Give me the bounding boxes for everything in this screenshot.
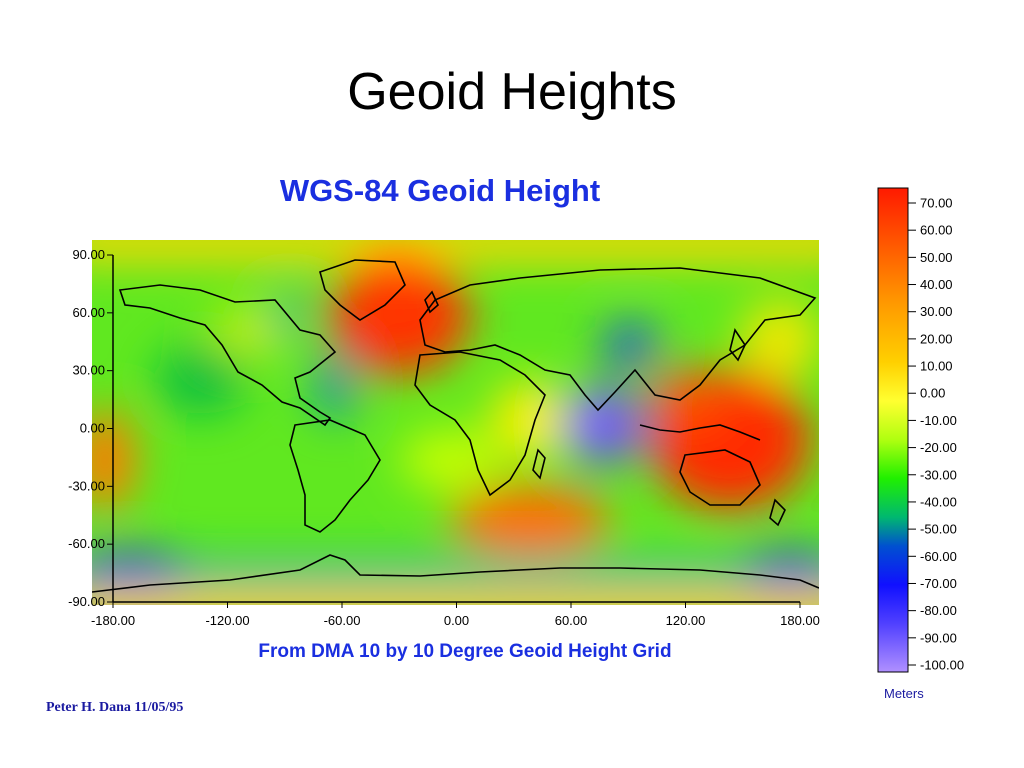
- legend-tick-label: -40.00: [920, 494, 957, 509]
- x-tick-label: -60.00: [324, 613, 361, 628]
- legend-tick-label: -50.00: [920, 522, 957, 537]
- x-tick-label: 0.00: [444, 613, 469, 628]
- africa-outline: [414, 351, 546, 497]
- y-tick-label: -90.00: [68, 594, 105, 609]
- x-tick-label: -180.00: [91, 613, 135, 628]
- legend-tick-label: 20.00: [920, 331, 953, 346]
- antarctica-outline: [92, 554, 819, 593]
- legend-colorbar: [877, 187, 909, 673]
- legend-tick-label: -90.00: [920, 630, 957, 645]
- slide-title: Geoid Heights: [347, 63, 677, 121]
- legend-tick-label: -20.00: [920, 440, 957, 455]
- x-tick-label: 120.00: [666, 613, 706, 628]
- greenland-outline: [319, 259, 406, 321]
- legend-tick-label: 40.00: [920, 277, 953, 292]
- y-tick-label: 0.00: [80, 421, 105, 436]
- legend-tick-label: 70.00: [920, 196, 953, 211]
- map-title: WGS-84 Geoid Height: [279, 173, 601, 208]
- madagascar-outline: [532, 448, 546, 480]
- indonesia-outline: [639, 424, 761, 441]
- japan-outline: [729, 328, 746, 362]
- x-tick-label: 60.00: [555, 613, 588, 628]
- author-credit: Peter H. Dana 11/05/95: [46, 700, 184, 715]
- x-tick-label: 180.00: [780, 613, 820, 628]
- y-tick-label: 60.00: [72, 305, 105, 320]
- y-tick-label: 30.00: [72, 363, 105, 378]
- legend-tick-label: 50.00: [920, 250, 953, 265]
- map-axes: -180.00 -120.00 -60.00 0.00 60.00 120.00 180.0…: [68, 247, 820, 628]
- legend-tick-label: -80.00: [920, 603, 957, 618]
- legend-tick-label: -60.00: [920, 549, 957, 564]
- legend-tick-label: -70.00: [920, 576, 957, 591]
- y-tick-label: 90.00: [72, 247, 105, 262]
- south-america-outline: [289, 419, 381, 533]
- map-subtitle: From DMA 10 by 10 Degree Geoid Height Gr…: [258, 641, 672, 662]
- legend-tick-label: 60.00: [920, 223, 953, 238]
- legend-tick-label: -10.00: [920, 413, 957, 428]
- y-tick-label: -30.00: [68, 478, 105, 493]
- legend-tick-label: -100.00: [920, 658, 964, 673]
- legend-tick-label: -30.00: [920, 467, 957, 482]
- coastlines: [92, 259, 819, 593]
- legend-tick-label: 0.00: [920, 386, 945, 401]
- color-legend: 70.00 60.00 50.00 40.00 30.00 20.00 10.00 0.00 -…: [877, 187, 964, 673]
- geoid-height-field: [92, 240, 819, 605]
- australia-outline: [679, 449, 761, 506]
- legend-unit: Meters: [884, 686, 924, 701]
- eurasia-outline: [419, 267, 817, 412]
- new-zealand-outline: [769, 498, 786, 527]
- north-america-outline: [118, 284, 337, 427]
- x-tick-label: -120.00: [205, 613, 249, 628]
- legend-tick-label: 30.00: [920, 304, 953, 319]
- uk-outline: [424, 290, 439, 314]
- y-tick-label: -60.00: [68, 536, 105, 551]
- legend-tick-label: 10.00: [920, 359, 953, 374]
